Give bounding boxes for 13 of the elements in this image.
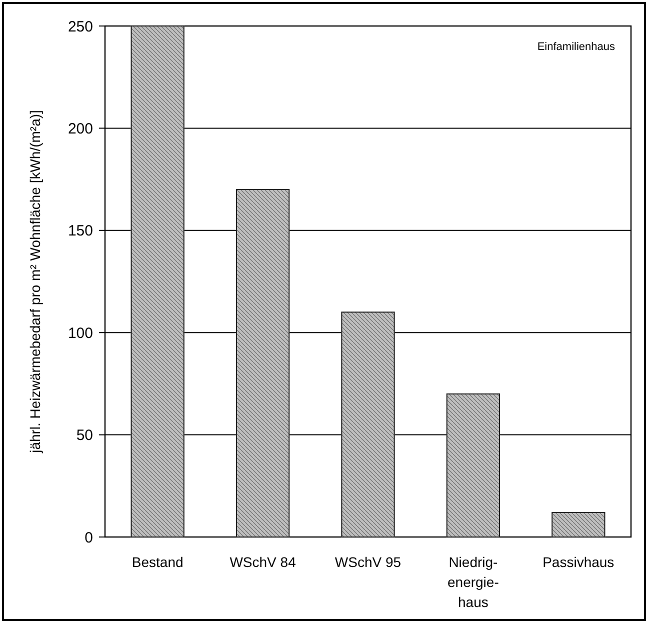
- x-tick-label: WSchV 95: [334, 554, 402, 570]
- y-tick-label: 150: [68, 222, 93, 240]
- y-axis-title: jährl. Heizwärmebedarf pro m² Wohnfläche [kWh/(m²a)]: [27, 110, 43, 454]
- x-tick-label: Niedrig-energie-haus: [448, 554, 500, 610]
- x-tick-label: Bestand: [132, 554, 184, 570]
- x-tick-label: Passivhaus: [542, 554, 614, 570]
- annotation: Einfamilienhaus: [537, 41, 616, 53]
- y-tick-label: 100: [68, 324, 93, 342]
- x-tick-label: WSchV 84: [230, 554, 296, 570]
- y-tick-label: 250: [68, 18, 93, 36]
- y-tick-label: 200: [68, 120, 93, 138]
- y-tick-label: 0: [84, 529, 93, 546]
- y-tick-label: 50: [76, 427, 93, 444]
